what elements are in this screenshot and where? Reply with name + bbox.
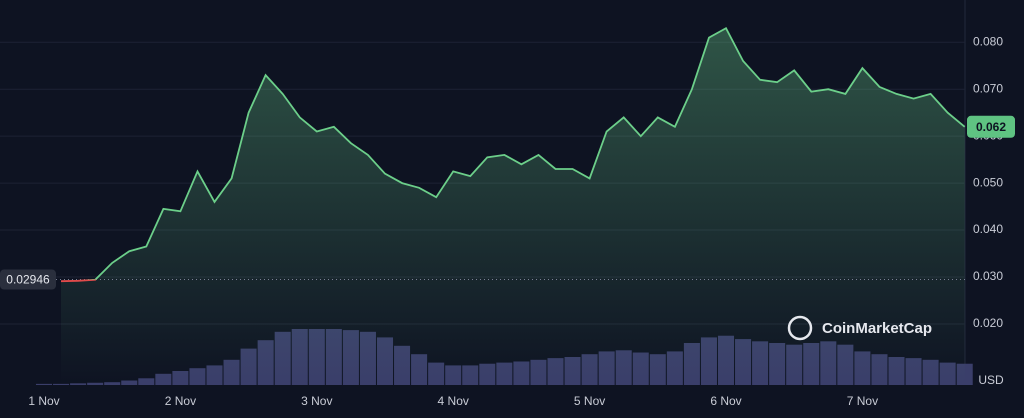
x-tick-label: 3 Nov: [301, 394, 332, 408]
y-tick-label: 0.020: [973, 316, 1003, 330]
y-tick-label: 0.030: [973, 269, 1003, 283]
y-tick-label: 0.050: [973, 175, 1003, 189]
x-tick-label: 4 Nov: [438, 394, 469, 408]
x-tick-label: 1 Nov: [28, 394, 59, 408]
watermark-text: CoinMarketCap: [822, 320, 932, 337]
price-line: [84, 26, 966, 280]
x-tick-label: 6 Nov: [710, 394, 741, 408]
current-price-box: [967, 115, 1015, 138]
y-tick-label: 0.070: [973, 81, 1003, 95]
watermark-logo: [787, 315, 813, 341]
watermark: CoinMarketCap: [787, 315, 932, 341]
y-tick-label: 0.080: [973, 34, 1003, 48]
x-tick-label: 7 Nov: [847, 394, 878, 408]
y-tick-label: 0.040: [973, 222, 1003, 236]
current-price-label: 0.062: [976, 120, 1006, 134]
start-price-label: 0.02946: [6, 273, 50, 287]
start-price-box: [0, 269, 56, 290]
x-tick-label: 5 Nov: [574, 394, 605, 408]
price-area: [61, 28, 965, 385]
x-tick-label: 2 Nov: [165, 394, 196, 408]
currency-label: USD: [978, 373, 1004, 387]
volume-bar: [35, 383, 53, 385]
